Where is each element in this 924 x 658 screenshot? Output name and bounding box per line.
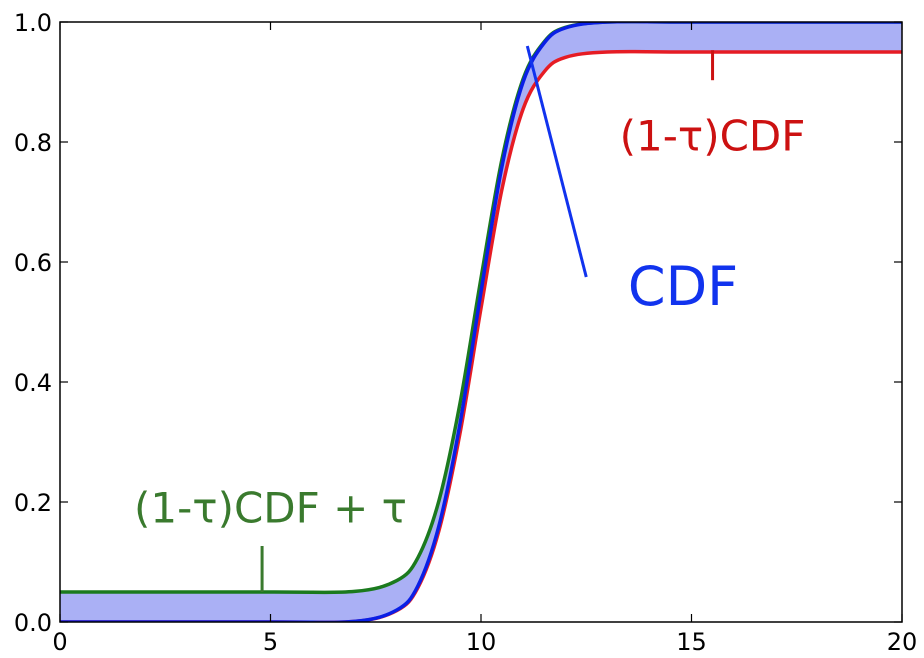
annotations: (1-τ)CDF CDF (1-τ)CDF + τ [134, 45, 806, 592]
x-tick-label: 5 [263, 628, 278, 656]
annotation-label: (1-τ)CDF + τ [134, 484, 407, 533]
x-tick-label: 10 [466, 628, 497, 656]
x-tick-label: 15 [676, 628, 707, 656]
y-tick-label: 0.8 [14, 129, 52, 157]
axis-ticks: 0 5 10 15 20 0.0 0.2 0.4 0.6 0.8 1.0 [14, 9, 917, 656]
y-tick-label: 0.2 [14, 489, 52, 517]
y-tick-label: 1.0 [14, 9, 52, 37]
upper-bound-line [60, 22, 902, 595]
y-tick-label: 0.0 [14, 609, 52, 637]
x-tick-label: 20 [887, 628, 918, 656]
annotation-label: CDF [628, 255, 738, 318]
annotation-pointer [525, 45, 588, 278]
x-tick-label: 0 [52, 628, 67, 656]
y-tick-label: 0.4 [14, 369, 52, 397]
y-tick-label: 0.6 [14, 249, 52, 277]
plot-background [60, 22, 902, 622]
annotation-label: (1-τ)CDF [620, 112, 806, 161]
